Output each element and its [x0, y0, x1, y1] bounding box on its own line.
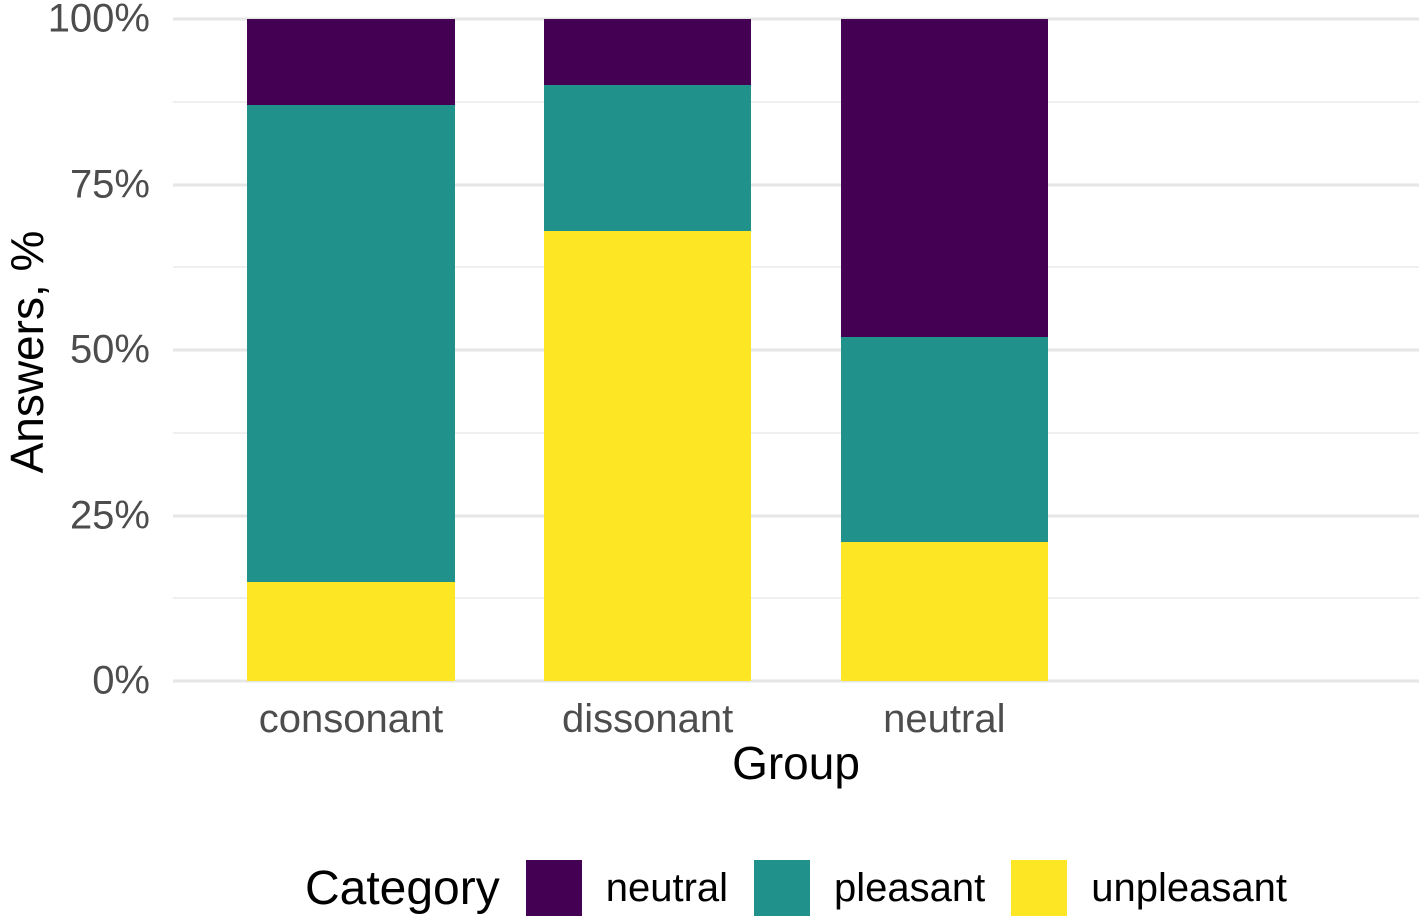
gridline-major [173, 183, 1419, 186]
bar-segment-consonant-pleasant [247, 105, 455, 582]
bar-consonant [247, 19, 455, 681]
x-axis: consonant dissonant neutral [173, 696, 1419, 744]
y-tick-label-75: 75% [69, 162, 150, 206]
bar-segment-neutral-neutral [840, 19, 1049, 337]
legend-swatch-unpleasant [1011, 860, 1068, 916]
y-tick-label-0: 0% [92, 658, 150, 703]
legend-item-pleasant: pleasant [754, 860, 985, 916]
legend-item-unpleasant: unpleasant [1011, 860, 1287, 916]
legend-swatch-neutral [525, 860, 582, 916]
legend-label-pleasant: pleasant [834, 865, 986, 910]
bar-dissonant [543, 19, 752, 681]
bar-neutral [840, 19, 1049, 681]
y-tick-label-25: 25% [69, 493, 150, 537]
y-tick-label-100: 100% [47, 0, 150, 41]
bar-segment-dissonant-neutral [543, 19, 752, 86]
gridline-major [173, 514, 1419, 517]
bar-segment-dissonant-unpleasant [543, 230, 752, 681]
x-axis-title: Group [173, 736, 1419, 790]
x-tick-label-neutral: neutral [883, 697, 1006, 741]
bar-segment-dissonant-pleasant [543, 85, 752, 231]
gridline-major [173, 17, 1419, 21]
legend-item-neutral: neutral [525, 860, 729, 916]
bar-segment-neutral-pleasant [840, 336, 1049, 542]
y-tick-label-50: 50% [69, 327, 150, 372]
x-axis-title-text: Group [732, 737, 860, 789]
bar-segment-neutral-unpleasant [840, 541, 1049, 681]
x-tick-label-consonant: consonant [258, 697, 444, 741]
bar-segment-consonant-unpleasant [247, 581, 455, 681]
legend-title: Category [304, 861, 500, 915]
gridline-minor [173, 431, 1419, 434]
y-axis: 0% 25% 50% 75% 100% [0, 0, 150, 703]
gridline-minor [173, 100, 1419, 103]
legend-swatch-pleasant [754, 860, 811, 916]
legend-label-unpleasant: unpleasant [1091, 865, 1288, 910]
legend: Category neutral pleasant unpleasant [173, 858, 1419, 918]
gridline-minor [173, 266, 1419, 269]
bar-segment-consonant-neutral [247, 19, 455, 106]
x-tick-label-dissonant: dissonant [562, 697, 734, 741]
gridline-major [173, 679, 1419, 683]
legend-label-neutral: neutral [605, 865, 729, 910]
plot-panel [173, 17, 1419, 683]
gridline-major [173, 348, 1419, 352]
gridline-minor [173, 597, 1419, 600]
